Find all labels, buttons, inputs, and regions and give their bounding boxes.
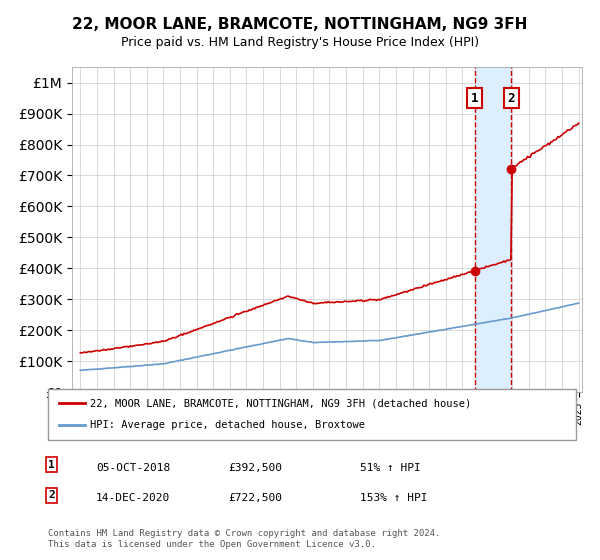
Text: 14-DEC-2020: 14-DEC-2020	[96, 493, 170, 503]
Text: Price paid vs. HM Land Registry's House Price Index (HPI): Price paid vs. HM Land Registry's House …	[121, 36, 479, 49]
Text: 22, MOOR LANE, BRAMCOTE, NOTTINGHAM, NG9 3FH (detached house): 22, MOOR LANE, BRAMCOTE, NOTTINGHAM, NG9…	[90, 398, 472, 408]
Text: 22, MOOR LANE, BRAMCOTE, NOTTINGHAM, NG9 3FH: 22, MOOR LANE, BRAMCOTE, NOTTINGHAM, NG9…	[73, 17, 527, 32]
Text: Contains HM Land Registry data © Crown copyright and database right 2024.
This d: Contains HM Land Registry data © Crown c…	[48, 529, 440, 549]
Bar	[475, 67, 511, 392]
Text: £392,500: £392,500	[228, 463, 282, 473]
FancyBboxPatch shape	[48, 389, 576, 440]
Text: £722,500: £722,500	[228, 493, 282, 503]
Text: 1: 1	[48, 460, 55, 470]
Text: HPI: Average price, detached house, Broxtowe: HPI: Average price, detached house, Brox…	[90, 421, 365, 431]
Text: 05-OCT-2018: 05-OCT-2018	[96, 463, 170, 473]
Text: 1: 1	[471, 92, 479, 105]
Text: 2: 2	[48, 491, 55, 501]
Text: 2: 2	[508, 92, 515, 105]
Text: 153% ↑ HPI: 153% ↑ HPI	[360, 493, 427, 503]
Text: 51% ↑ HPI: 51% ↑ HPI	[360, 463, 421, 473]
